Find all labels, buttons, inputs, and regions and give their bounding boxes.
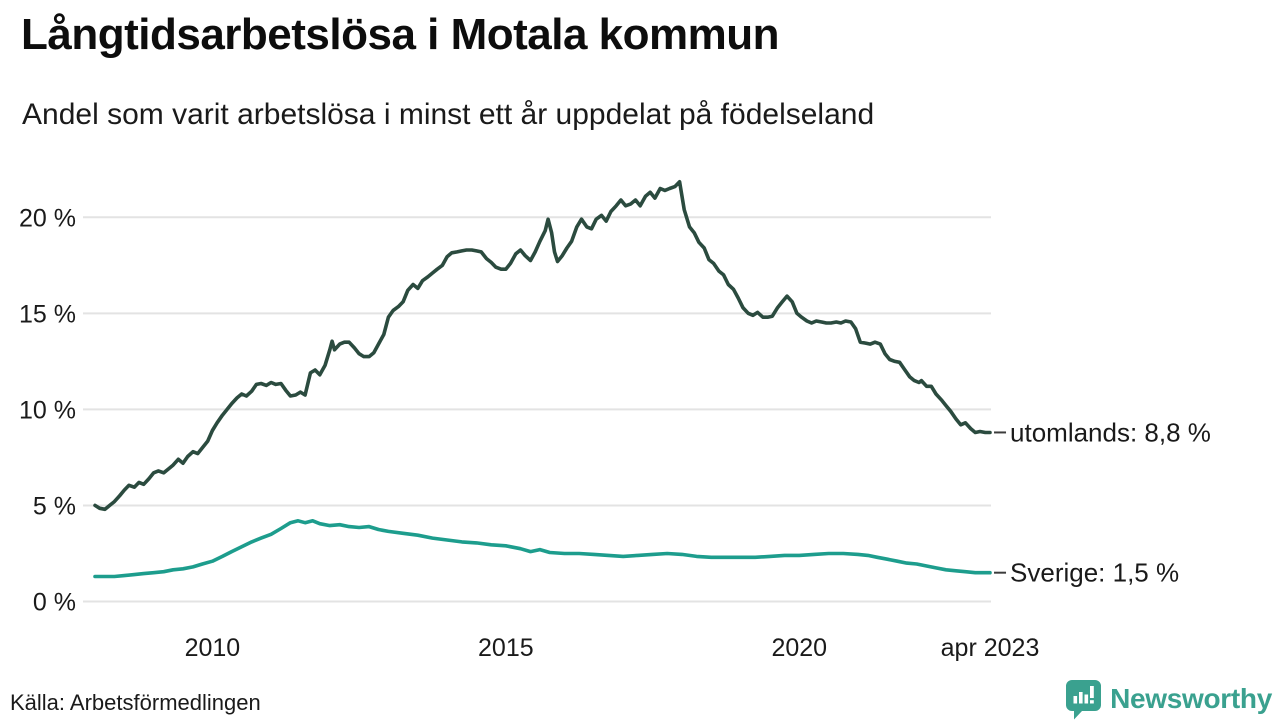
y-tick-label: 15 % xyxy=(19,300,76,328)
x-tick-label: 2010 xyxy=(185,634,241,662)
series-end-label-Sverige: Sverige: 1,5 % xyxy=(1010,558,1179,588)
newsworthy-logo-icon xyxy=(1066,679,1102,719)
x-tick-label: apr 2023 xyxy=(941,634,1040,662)
y-tick-label: 5 % xyxy=(33,492,76,520)
y-tick-label: 20 % xyxy=(19,204,76,232)
y-tick-label: 0 % xyxy=(33,589,76,617)
series-end-label-utomlands: utomlands: 8,8 % xyxy=(1010,417,1211,447)
source-note: Källa: Arbetsförmedlingen xyxy=(10,690,261,715)
x-tick-label: 2015 xyxy=(478,634,534,662)
series-line-utomlands xyxy=(93,180,992,512)
y-tick-label: 10 % xyxy=(19,396,76,424)
newsworthy-logo-text: Newsworthy xyxy=(1110,683,1272,714)
exclamation-dot xyxy=(1090,699,1094,703)
exclamation-mark xyxy=(1090,685,1094,698)
x-tick-label: 2020 xyxy=(771,634,827,662)
series-line-Sverige xyxy=(93,519,992,579)
chart-title: Långtidsarbetslösa i Motala kommun xyxy=(21,10,780,59)
bar-chart-bar xyxy=(1073,695,1078,703)
chart-subtitle: Andel som varit arbetslösa i minst ett å… xyxy=(22,98,875,131)
bar-chart-bar xyxy=(1084,694,1089,703)
speech-bubble-shape xyxy=(1066,679,1102,719)
bar-chart-bar xyxy=(1079,691,1083,703)
newsworthy-logo: Newsworthy xyxy=(1065,678,1272,720)
